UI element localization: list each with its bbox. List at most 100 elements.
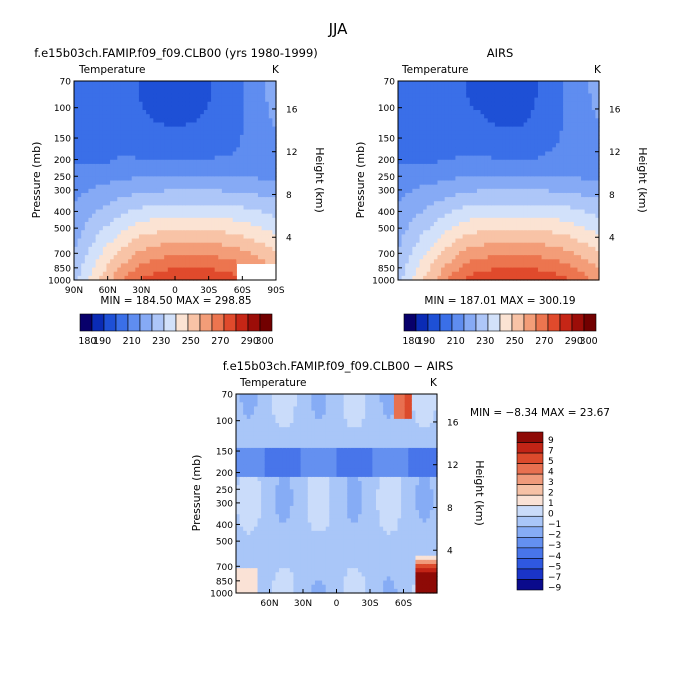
contour-cell — [419, 101, 424, 107]
contour-cell — [77, 143, 82, 148]
contour-cell — [167, 163, 172, 169]
contour-cell — [88, 81, 93, 86]
contour-cell — [146, 250, 151, 256]
contour-cell — [149, 275, 154, 281]
contour-cell — [128, 275, 133, 281]
contour-cell — [505, 159, 510, 165]
contour-cell — [426, 255, 431, 260]
contour-cell — [415, 234, 421, 240]
contour-cell — [430, 180, 435, 186]
contour-cell — [124, 209, 129, 215]
contour-cell — [559, 159, 564, 165]
contour-cell — [523, 263, 528, 269]
contour-cell — [480, 97, 485, 103]
contour-cell — [110, 134, 115, 140]
contour-cell — [84, 151, 90, 157]
contour-cell — [74, 197, 79, 202]
contour-cell — [110, 97, 115, 103]
contour-cell — [437, 93, 442, 99]
contour-cell — [459, 259, 464, 265]
contour-cell — [113, 213, 118, 219]
contour-cell — [566, 85, 571, 90]
contour-cell — [530, 184, 535, 190]
x-tick-label: 0 — [172, 286, 178, 296]
contour-cell — [171, 81, 176, 86]
contour-cell — [441, 226, 446, 231]
contour-cell — [142, 126, 147, 132]
contour-cell — [113, 192, 118, 198]
contour-cell — [476, 209, 482, 215]
contour-cell — [200, 93, 205, 99]
contour-cell — [250, 118, 255, 124]
contour-cell — [415, 267, 421, 273]
contour-cell — [92, 122, 97, 128]
contour-cell — [523, 163, 528, 169]
contour-cell — [476, 97, 482, 103]
contour-cell — [509, 85, 514, 90]
contour-cell — [74, 201, 79, 206]
contour-cell — [185, 275, 191, 281]
contour-cell — [171, 250, 176, 256]
contour-cell — [552, 259, 557, 265]
contour-cell — [182, 267, 187, 273]
contour-cell — [167, 238, 172, 244]
contour-cell — [480, 151, 485, 157]
contour-cell — [480, 168, 485, 173]
contour-cell — [99, 192, 104, 198]
contour-cell — [117, 184, 122, 190]
contour-cell — [189, 118, 194, 124]
contour-cell — [138, 151, 144, 157]
contour-cell — [498, 172, 503, 177]
contour-cell — [243, 151, 248, 157]
contour-cell — [541, 250, 546, 256]
contour-cell — [272, 172, 277, 177]
contour-cell — [545, 126, 550, 132]
contour-cell — [189, 184, 194, 190]
contour-cell — [473, 81, 478, 86]
contour-cell — [487, 130, 492, 136]
contour-cell — [124, 105, 129, 111]
contour-cell — [92, 139, 97, 144]
contour-cell — [412, 159, 417, 165]
contour-cell — [81, 213, 86, 219]
contour-cell — [441, 197, 446, 202]
contour-cell — [74, 85, 79, 90]
contour-cell — [214, 209, 219, 215]
contour-cell — [243, 217, 248, 223]
contour-cell — [225, 213, 230, 219]
contour-cell — [430, 168, 435, 173]
contour-cell — [182, 180, 187, 186]
contour-cell — [498, 234, 503, 240]
contour-cell — [193, 267, 198, 273]
contour-cell — [171, 110, 176, 115]
contour-cell — [110, 105, 115, 111]
contour-cell — [512, 155, 518, 161]
contour-cell — [415, 250, 421, 256]
contour-cell — [247, 110, 252, 115]
contour-cell — [419, 118, 424, 124]
contour-cell — [225, 134, 230, 140]
contour-cell — [229, 271, 234, 277]
contour-cell — [419, 155, 424, 161]
contour-cell — [441, 246, 446, 252]
contour-cell — [444, 151, 449, 157]
contour-cell — [120, 242, 126, 248]
contour-cell — [520, 238, 525, 244]
contour-cell — [261, 176, 266, 182]
contour-cell — [487, 143, 492, 148]
contour-cell — [142, 139, 147, 144]
contour-cell — [430, 126, 435, 132]
contour-cell — [516, 259, 521, 265]
contour-cell — [239, 242, 245, 248]
contour-cell — [99, 197, 104, 202]
contour-cell — [491, 234, 496, 240]
contour-cell — [509, 130, 514, 136]
contour-cell — [437, 139, 442, 144]
contour-cell — [433, 85, 439, 90]
contour-cell — [516, 105, 521, 111]
contour-cell — [99, 271, 104, 277]
contour-cell — [120, 163, 126, 169]
contour-cell — [189, 259, 194, 265]
contour-cell — [203, 250, 209, 256]
contour-cell — [99, 147, 104, 153]
